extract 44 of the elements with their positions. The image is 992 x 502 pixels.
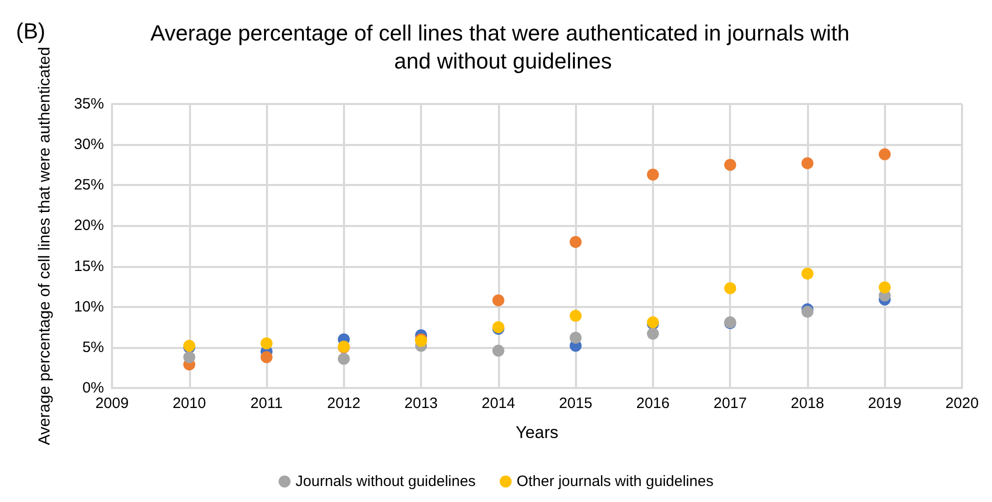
point: [878, 148, 891, 160]
y-tick-label: 30%: [74, 136, 104, 154]
x-tick-label: 2013: [404, 395, 438, 412]
x-tick-label: 2014: [482, 395, 516, 412]
y-tick-label: 5%: [82, 338, 104, 356]
point: [878, 281, 891, 294]
y-tick-label: 0%: [82, 380, 104, 396]
x-tick-label: 2019: [868, 395, 902, 412]
legend-label: Journals without guidelines: [296, 473, 476, 490]
text: (B): [16, 18, 46, 44]
x-tick-label: 2015: [558, 395, 592, 412]
x-axis-title: Years: [516, 423, 558, 442]
point: [492, 344, 504, 357]
point: [338, 352, 350, 365]
y-tick-label: 25%: [74, 176, 104, 194]
chart-title: Average percentage of cell lines that were authenticated in journals with and without guidelines: [150, 20, 856, 74]
point: [724, 158, 736, 171]
point: [646, 168, 659, 181]
x-tick-label: 2016: [636, 395, 670, 412]
y-tick-label: 10%: [74, 298, 104, 316]
point: [801, 157, 814, 170]
point: [570, 310, 582, 322]
point: [801, 268, 814, 280]
y-tick-label: 15%: [74, 258, 104, 275]
point: [260, 337, 273, 350]
point: [724, 282, 736, 294]
point: [570, 236, 582, 248]
x-tick-label: 2010: [172, 395, 206, 412]
x-tick-label: 2011: [250, 395, 283, 412]
y-tick-label: 20%: [74, 217, 104, 234]
point: [570, 332, 582, 344]
point: [801, 306, 814, 318]
y-tick-label: 35%: [74, 96, 104, 112]
legend-label: Other journals with guidelines: [516, 473, 714, 490]
point: [492, 294, 504, 306]
x-tick-label: 2020: [945, 395, 979, 412]
x-tick-label: 2017: [713, 395, 747, 412]
point: [183, 351, 196, 364]
y-axis-title: Average percentage of cell lines that were authenticated: [36, 46, 54, 446]
x-tick-label: 2012: [327, 395, 361, 412]
x-tick-label: 2018: [790, 395, 824, 412]
point: [260, 351, 273, 364]
x-tick-label: 2009: [95, 395, 129, 412]
point: [646, 328, 659, 340]
